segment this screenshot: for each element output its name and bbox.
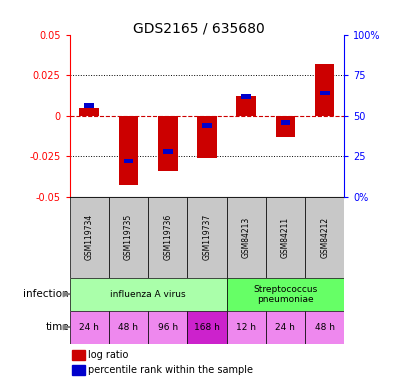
Bar: [84, 103, 94, 108]
Bar: [226, 311, 266, 344]
Text: 12 h: 12 h: [236, 323, 256, 332]
Bar: [236, 96, 256, 116]
Bar: [148, 311, 187, 344]
Bar: [305, 311, 344, 344]
Text: Streptococcus
pneumoniae: Streptococcus pneumoniae: [253, 285, 318, 304]
Text: 48 h: 48 h: [119, 323, 139, 332]
Text: 168 h: 168 h: [194, 323, 220, 332]
Text: percentile rank within the sample: percentile rank within the sample: [88, 364, 252, 374]
Text: time: time: [45, 322, 69, 332]
Text: influenza A virus: influenza A virus: [110, 290, 186, 299]
Text: GDS2165 / 635680: GDS2165 / 635680: [133, 21, 265, 35]
Text: GSM84211: GSM84211: [281, 217, 290, 258]
Text: 24 h: 24 h: [275, 323, 295, 332]
Text: GSM84213: GSM84213: [242, 217, 251, 258]
Bar: [187, 311, 226, 344]
Bar: [281, 120, 290, 124]
Text: infection: infection: [23, 289, 69, 299]
Text: log ratio: log ratio: [88, 350, 128, 360]
Text: 48 h: 48 h: [315, 323, 335, 332]
Bar: [148, 197, 187, 278]
Bar: [241, 94, 251, 99]
Bar: [109, 197, 148, 278]
Bar: [266, 311, 305, 344]
Bar: [275, 116, 295, 137]
Text: 96 h: 96 h: [158, 323, 178, 332]
Bar: [315, 64, 334, 116]
Bar: [226, 197, 266, 278]
Bar: [109, 311, 148, 344]
Bar: [226, 278, 344, 311]
Bar: [70, 197, 109, 278]
Text: GSM119737: GSM119737: [203, 214, 211, 260]
Bar: [80, 108, 99, 116]
Bar: [119, 116, 139, 185]
Text: GSM84212: GSM84212: [320, 217, 329, 258]
Text: GSM119735: GSM119735: [124, 214, 133, 260]
Bar: [202, 123, 212, 128]
Bar: [187, 197, 226, 278]
Bar: [320, 91, 330, 95]
Bar: [124, 159, 133, 164]
Text: 24 h: 24 h: [79, 323, 99, 332]
Bar: [197, 116, 217, 158]
Bar: [266, 197, 305, 278]
Bar: [163, 149, 173, 154]
Text: GSM119736: GSM119736: [163, 214, 172, 260]
Bar: [70, 278, 226, 311]
Bar: [305, 197, 344, 278]
Text: GSM119734: GSM119734: [85, 214, 94, 260]
Bar: [70, 311, 109, 344]
Bar: [72, 350, 85, 360]
Bar: [72, 365, 85, 375]
Bar: [158, 116, 178, 171]
